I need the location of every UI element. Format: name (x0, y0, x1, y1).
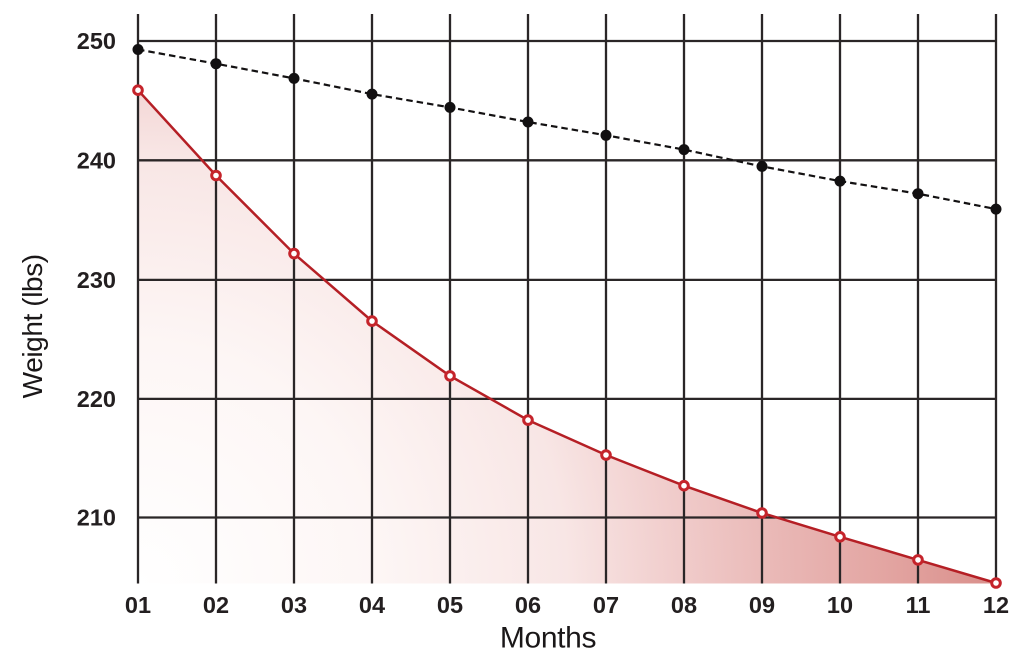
svg-text:210: 210 (77, 505, 116, 531)
svg-text:250: 250 (77, 28, 116, 54)
svg-text:07: 07 (593, 592, 619, 618)
svg-text:Months: Months (500, 622, 596, 655)
svg-text:12: 12 (983, 592, 1009, 618)
svg-text:01: 01 (125, 592, 151, 618)
svg-text:09: 09 (749, 592, 775, 618)
svg-text:05: 05 (437, 592, 463, 618)
svg-text:04: 04 (359, 592, 385, 618)
svg-text:240: 240 (77, 148, 116, 174)
svg-text:10: 10 (827, 592, 853, 618)
svg-text:11: 11 (906, 592, 931, 618)
svg-text:03: 03 (281, 592, 307, 618)
svg-text:220: 220 (77, 386, 116, 412)
svg-text:06: 06 (515, 592, 541, 618)
svg-text:230: 230 (77, 267, 116, 293)
svg-text:08: 08 (671, 592, 697, 618)
svg-text:02: 02 (203, 592, 229, 618)
svg-text:Weight (lbs): Weight (lbs) (17, 254, 48, 398)
